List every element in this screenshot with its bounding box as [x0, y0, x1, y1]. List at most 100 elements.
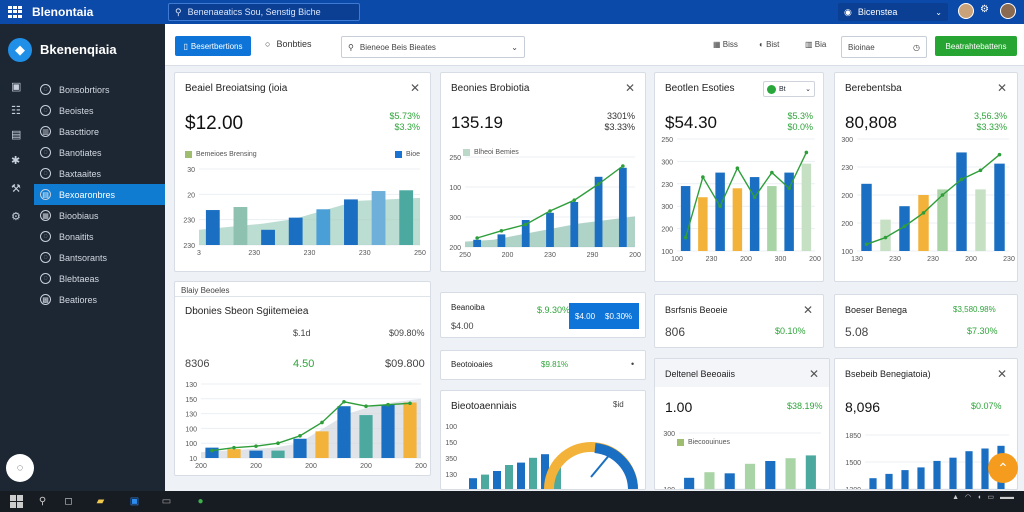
card-title: Bieotoaenniais	[451, 401, 517, 412]
close-icon[interactable]: ✕	[996, 367, 1007, 381]
windows-start-icon[interactable]	[10, 495, 23, 508]
mail-icon[interactable]: ▭	[161, 496, 172, 507]
close-icon[interactable]: ✕	[624, 81, 635, 95]
user-menu[interactable]: ◉ Bicenstea ⌄	[838, 3, 948, 21]
search-icon: ⚲	[348, 42, 354, 52]
tray-icon[interactable]: ▲	[952, 493, 960, 501]
card-change: $7.30%	[967, 326, 998, 336]
settings-icon[interactable]: ⚙	[11, 211, 21, 223]
card-title: Beaiel Breoiatsing (ioia	[185, 83, 288, 94]
card-title: Beanoiba	[451, 303, 485, 312]
store-icon[interactable]: ▣	[129, 496, 140, 507]
share-button[interactable]: ▥ Bia	[805, 40, 827, 49]
sidebar-item[interactable]: ▤ Bexoaronbres	[34, 184, 165, 205]
card-gauge: Bieotoaenniais $id 100 150 350 130	[440, 390, 646, 490]
brand-logo-icon: ◆	[8, 38, 32, 62]
export-button[interactable]: ◐ Bist	[759, 40, 780, 49]
card-expenses: Beotlen Esoties Bt ⌄ $54.30 $5.3% $0.0% 25…	[654, 72, 824, 282]
app-grid-icon[interactable]	[8, 6, 22, 18]
card-value: 806	[665, 325, 686, 339]
sidebar-item[interactable]: ▦ Bioobiaus	[34, 205, 165, 226]
camera-icon[interactable]: ▣	[11, 81, 22, 93]
circle-icon: ◌	[40, 231, 51, 242]
y-tick-label: 300	[841, 137, 853, 144]
sidebar-item[interactable]: ◌ Bonaitits	[34, 226, 165, 247]
highlight-badge[interactable]: $4.00 $0.30%	[569, 303, 639, 329]
close-icon[interactable]: ✕	[996, 81, 1007, 95]
sidebar-item[interactable]: ▥ Bascttiore	[34, 121, 165, 142]
primary-action-button[interactable]: ▯ Besertbertions	[175, 36, 251, 56]
data-point	[921, 211, 926, 215]
close-icon[interactable]: ✕	[409, 81, 420, 95]
close-icon[interactable]: ✕	[802, 303, 813, 317]
battery-icon[interactable]: ▭	[987, 494, 994, 501]
share-icon[interactable]: ⚒	[11, 183, 21, 195]
data-point	[298, 434, 302, 438]
close-icon[interactable]: •	[631, 359, 635, 369]
task-view-icon[interactable]: ◻	[64, 496, 73, 507]
chart-bar	[937, 189, 948, 251]
help-icon[interactable]: ◌	[6, 454, 34, 482]
chart-bar	[381, 404, 395, 458]
folder-icon[interactable]: ▰	[96, 496, 105, 507]
trend-line	[211, 401, 411, 452]
chart-bar	[481, 474, 489, 489]
x-tick-label: 230	[927, 256, 939, 263]
avatar-secondary[interactable]	[1000, 3, 1016, 19]
filter-toggle[interactable]: ○ Bonbties	[265, 39, 311, 49]
view-select[interactable]: ⚲ Bieneoe Beis Bieates ⌄	[341, 36, 525, 58]
legend-label: Bioe	[406, 151, 421, 158]
card-system-metrics: Blaiy Beoeles Dbonies Sbeon Sgiitemeiea …	[174, 281, 431, 476]
avatar[interactable]	[958, 3, 974, 19]
global-search-input[interactable]: ⚲ Benenaeatics Sou, Senstig Biche	[168, 3, 360, 21]
settings-icon[interactable]: ⚙	[980, 4, 989, 15]
sidebar-item[interactable]: ◌ Banotiates	[34, 142, 165, 163]
chart-bar	[570, 202, 579, 247]
sidebar-item[interactable]: ◌ Bonsobrtiors	[34, 79, 165, 100]
create-report-button[interactable]: Beatrahtebattens	[935, 36, 1017, 56]
data-point	[902, 224, 907, 229]
sidebar-item[interactable]: ◌ Baxtaaites	[34, 163, 165, 184]
card-operations: Beotoioaies $9.81% •	[440, 350, 646, 380]
wifi-icon[interactable]: ◠	[965, 494, 972, 501]
close-icon[interactable]: ✕	[808, 367, 819, 381]
print-button[interactable]: ▦ Biss	[713, 40, 738, 49]
sidebar-item[interactable]: ▩ Beatiores	[34, 289, 165, 310]
sidebar-item[interactable]: ◌ Beoistes	[34, 100, 165, 121]
chart-bar	[949, 457, 957, 489]
chart-bar	[704, 472, 715, 489]
users-icon[interactable]: ☷	[11, 105, 21, 117]
data-point	[718, 204, 722, 208]
x-tick-label: 290	[587, 252, 599, 259]
chart-bar	[785, 458, 796, 489]
y-tick-label: 130	[185, 412, 197, 419]
x-tick-label: 200	[502, 252, 514, 259]
search-icon[interactable]: ⚲	[38, 496, 47, 507]
x-tick-label: 200	[629, 252, 641, 259]
card-revenue: Beaiel Breoiatsing (ioia ✕ $12.00 $5.73%…	[174, 72, 431, 272]
clock-display[interactable]: ▬▬	[1000, 493, 1014, 501]
tools-icon[interactable]: ✱	[11, 155, 21, 167]
card-energy: Boeser Benega $3,580.98% 5.08 $7.30%	[834, 294, 1018, 348]
toggle-switch[interactable]: Bt ⌄	[763, 81, 815, 97]
close-icon[interactable]: $id	[613, 400, 624, 409]
sidebar-item[interactable]: ◌ Blebtaeas	[34, 268, 165, 289]
chart-bar	[227, 449, 241, 458]
export-label: Bist	[766, 40, 780, 49]
volume-icon[interactable]: ◖	[977, 493, 982, 501]
browser-icon[interactable]: ●	[197, 496, 204, 507]
chevron-down-icon: ⌄	[511, 42, 518, 52]
chart-bar	[359, 415, 373, 458]
card-title: Beotlen Esoties	[665, 83, 735, 94]
x-tick-label: 200	[965, 256, 977, 263]
sidebar-item-label: Bantsorants	[59, 252, 108, 263]
circle-icon: ◌	[40, 105, 51, 116]
card-change: $38.19%	[787, 401, 823, 411]
chart-bar	[981, 448, 989, 489]
badge-value: $4.00	[575, 311, 596, 321]
date-picker[interactable]: Bioinae ◷	[841, 36, 927, 58]
chart-bar	[680, 186, 691, 251]
book-icon[interactable]: ▤	[11, 129, 22, 141]
quick-action-button[interactable]: ⌃	[988, 453, 1018, 483]
sidebar-item[interactable]: ◌ Bantsorants	[34, 247, 165, 268]
